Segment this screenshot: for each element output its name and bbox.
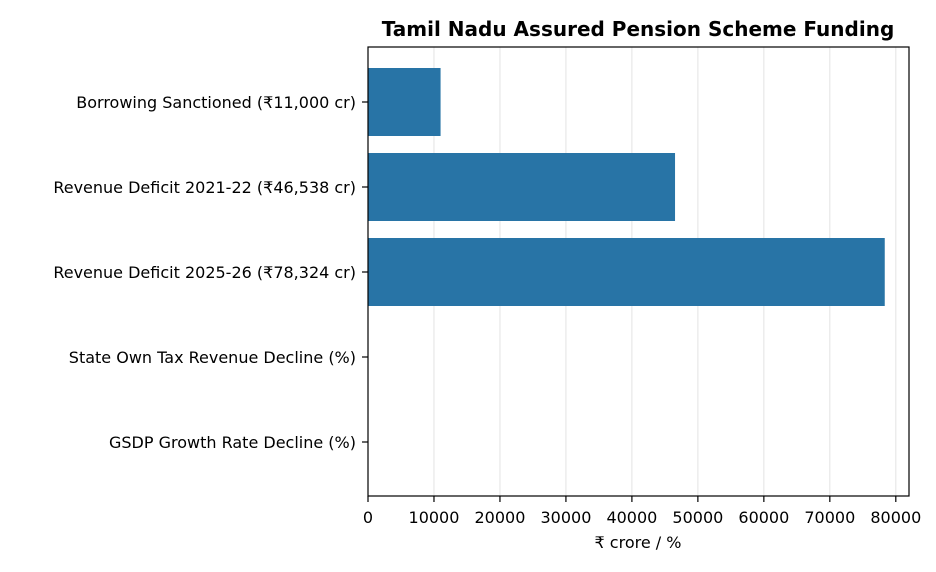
value-axis: 0 10000 20000 30000 40000 50000 60000 70000 8000… (363, 496, 921, 527)
x-tick-label-7: 70000 (804, 508, 855, 527)
x-tick-label-0: 0 (363, 508, 373, 527)
x-tick-label-8: 80000 (870, 508, 921, 527)
category-label-4: GSDP Growth Rate Decline (%) (109, 433, 356, 452)
bar-0 (368, 68, 441, 136)
chart-title: Tamil Nadu Assured Pension Scheme Fundin… (382, 17, 895, 41)
category-axis: Borrowing Sanctioned (₹11,000 cr) Revenue… (53, 93, 368, 452)
bars (368, 68, 885, 306)
x-tick-label-6: 60000 (738, 508, 789, 527)
category-label-0: Borrowing Sanctioned (₹11,000 cr) (76, 93, 356, 112)
x-tick-label-4: 40000 (606, 508, 657, 527)
x-axis-label: ₹ crore / % (595, 533, 682, 552)
category-label-3: State Own Tax Revenue Decline (%) (69, 348, 356, 367)
x-tick-label-5: 50000 (672, 508, 723, 527)
bar-2 (368, 238, 885, 306)
x-tick-label-1: 10000 (409, 508, 460, 527)
x-tick-label-3: 30000 (540, 508, 591, 527)
x-tick-label-2: 20000 (474, 508, 525, 527)
category-label-2: Revenue Deficit 2025-26 (₹78,324 cr) (53, 263, 356, 282)
bar-1 (368, 153, 676, 221)
category-label-1: Revenue Deficit 2021-22 (₹46,538 cr) (53, 178, 356, 197)
